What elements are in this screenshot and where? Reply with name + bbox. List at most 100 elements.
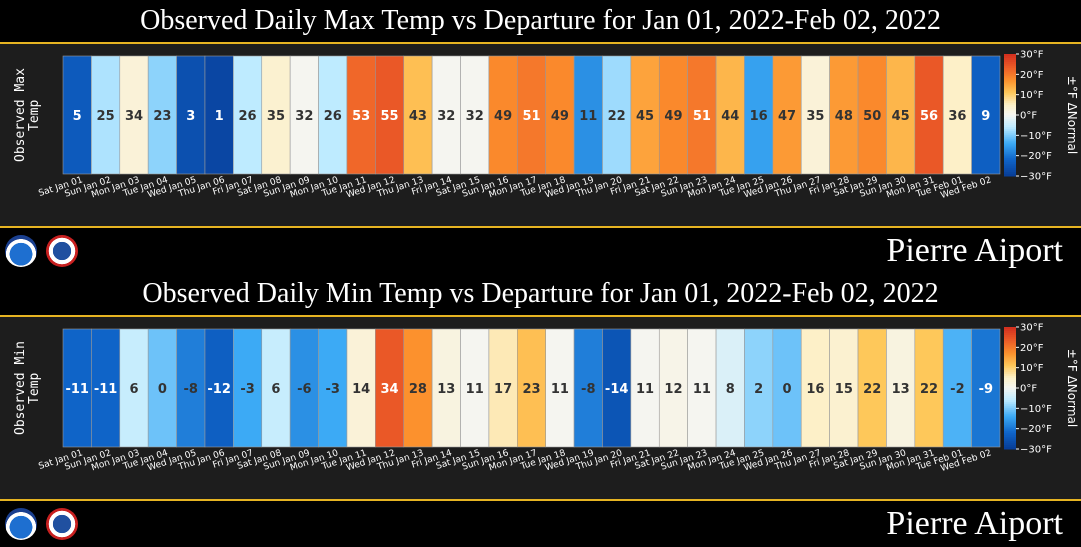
colorbar-segment bbox=[1004, 157, 1016, 161]
heatmap-cell bbox=[204, 55, 234, 175]
colorbar-segment bbox=[1004, 165, 1016, 169]
colorbar-segment bbox=[1004, 337, 1016, 340]
cell-value-label: 49 bbox=[664, 109, 682, 124]
colorbar-segment bbox=[1004, 129, 1016, 132]
station-name: Pierre Aiport bbox=[886, 505, 1063, 542]
heatmap-cell bbox=[687, 328, 717, 448]
colorbar-segment bbox=[1004, 94, 1016, 98]
colorbar-segment bbox=[1004, 169, 1016, 173]
cell-value-label: 51 bbox=[522, 109, 540, 124]
heatmap-cell bbox=[204, 328, 234, 448]
noaa-logo-icon[interactable] bbox=[5, 235, 37, 267]
cell-value-label: -8 bbox=[581, 382, 595, 397]
heatmap-cell bbox=[545, 328, 575, 448]
colorbar-segment bbox=[1004, 327, 1016, 330]
colorbar-segment bbox=[1004, 127, 1016, 130]
cell-value-label: 0 bbox=[158, 382, 167, 397]
colorbar-segment bbox=[1004, 373, 1016, 377]
cell-value-label: 1 bbox=[215, 109, 224, 124]
colorbar-segment bbox=[1004, 90, 1016, 94]
heatmap-cell bbox=[375, 55, 405, 175]
heatmap-cell bbox=[431, 55, 461, 175]
heatmap-cell bbox=[744, 55, 774, 175]
cell-value-label: -11 bbox=[65, 382, 89, 397]
nws-logo-icon[interactable] bbox=[46, 508, 78, 540]
colorbar-segment bbox=[1004, 424, 1016, 428]
heatmap-cell bbox=[62, 55, 92, 175]
cell-value-label: 45 bbox=[636, 109, 654, 124]
colorbar-segment bbox=[1004, 396, 1016, 399]
colorbar-segment bbox=[1004, 329, 1016, 332]
heatmap-cell bbox=[431, 328, 461, 448]
heatmap-cell bbox=[602, 55, 632, 175]
colorbar-segment bbox=[1004, 143, 1016, 146]
max-temp-panel: Observed Daily Max Temp vs Departure for… bbox=[0, 0, 1081, 274]
cell-value-label: -8 bbox=[184, 382, 198, 397]
colorbar-tick-label: 10°F bbox=[1020, 90, 1044, 101]
colorbar-segment bbox=[1004, 404, 1016, 407]
colorbar-segment bbox=[1004, 343, 1016, 346]
heatmap-cell bbox=[630, 328, 660, 448]
colorbar-segment bbox=[1004, 135, 1016, 138]
colorbar-segment bbox=[1004, 84, 1016, 88]
heatmap-cell bbox=[318, 55, 348, 175]
colorbar-tick-label: −10°F bbox=[1020, 131, 1052, 142]
heatmap-cell bbox=[914, 55, 944, 175]
colorbar-segment bbox=[1004, 442, 1016, 446]
colorbar-segment bbox=[1004, 434, 1016, 438]
heatmap-cell bbox=[829, 328, 859, 448]
cell-value-label: 11 bbox=[466, 382, 484, 397]
colorbar-segment bbox=[1004, 351, 1016, 354]
colorbar-segment bbox=[1004, 119, 1016, 122]
colorbar-segment bbox=[1004, 161, 1016, 165]
colorbar-segment bbox=[1004, 153, 1016, 157]
cell-value-label: -9 bbox=[979, 382, 993, 397]
colorbar-segment bbox=[1004, 112, 1016, 116]
colorbar-segment bbox=[1004, 371, 1016, 375]
heatmap-cell bbox=[857, 55, 887, 175]
heatmap-cell bbox=[91, 55, 121, 175]
colorbar-tick-label: −20°F bbox=[1020, 424, 1052, 435]
colorbar-segment bbox=[1004, 406, 1016, 409]
colorbar-segment bbox=[1004, 388, 1016, 391]
cell-value-label: -3 bbox=[240, 382, 254, 397]
colorbar-tick-label: −30°F bbox=[1020, 445, 1052, 456]
heatmap-cell bbox=[346, 328, 376, 448]
noaa-logo-icon[interactable] bbox=[5, 508, 37, 540]
cell-value-label: 13 bbox=[437, 382, 455, 397]
colorbar-segment bbox=[1004, 125, 1016, 128]
colorbar-segment bbox=[1004, 115, 1016, 118]
colorbar-segment bbox=[1004, 412, 1016, 415]
cell-value-label: -2 bbox=[950, 382, 964, 397]
colorbar-segment bbox=[1004, 106, 1016, 110]
cell-value-label: 9 bbox=[981, 109, 990, 124]
colorbar-segment bbox=[1004, 96, 1016, 100]
heatmap-cell bbox=[545, 55, 575, 175]
cell-value-label: -6 bbox=[297, 382, 311, 397]
cell-value-label: 34 bbox=[125, 109, 143, 124]
heatmap-cell bbox=[403, 55, 433, 175]
cell-value-label: 11 bbox=[636, 382, 654, 397]
colorbar-segment bbox=[1004, 428, 1016, 432]
colorbar-segment bbox=[1004, 375, 1016, 379]
cell-value-label: 23 bbox=[522, 382, 540, 397]
min-chart-title: Observed Daily Min Temp vs Departure for… bbox=[0, 273, 1081, 317]
cell-value-label: 12 bbox=[664, 382, 682, 397]
heatmap-cell bbox=[857, 328, 887, 448]
nws-logo-icon[interactable] bbox=[46, 235, 78, 267]
cell-value-label: 11 bbox=[551, 382, 569, 397]
cell-value-label: 47 bbox=[778, 109, 796, 124]
colorbar-segment bbox=[1004, 438, 1016, 442]
colorbar-segment bbox=[1004, 78, 1016, 81]
colorbar-segment bbox=[1004, 331, 1016, 334]
colorbar-segment bbox=[1004, 102, 1016, 106]
colorbar-segment bbox=[1004, 131, 1016, 134]
max-temp-heatmap: 5 25 34 23 3 1 26 35 32 26 53 55 43 32 32 49 51 49 11 22 45 4… bbox=[37, 50, 1079, 202]
heatmap-cell bbox=[886, 328, 916, 448]
colorbar-tick-label: −20°F bbox=[1020, 151, 1052, 162]
heatmap-cell bbox=[261, 328, 291, 448]
colorbar-segment bbox=[1004, 365, 1016, 369]
colorbar-segment bbox=[1004, 56, 1016, 59]
cell-value-label: 35 bbox=[267, 109, 285, 124]
colorbar-segment bbox=[1004, 390, 1016, 393]
